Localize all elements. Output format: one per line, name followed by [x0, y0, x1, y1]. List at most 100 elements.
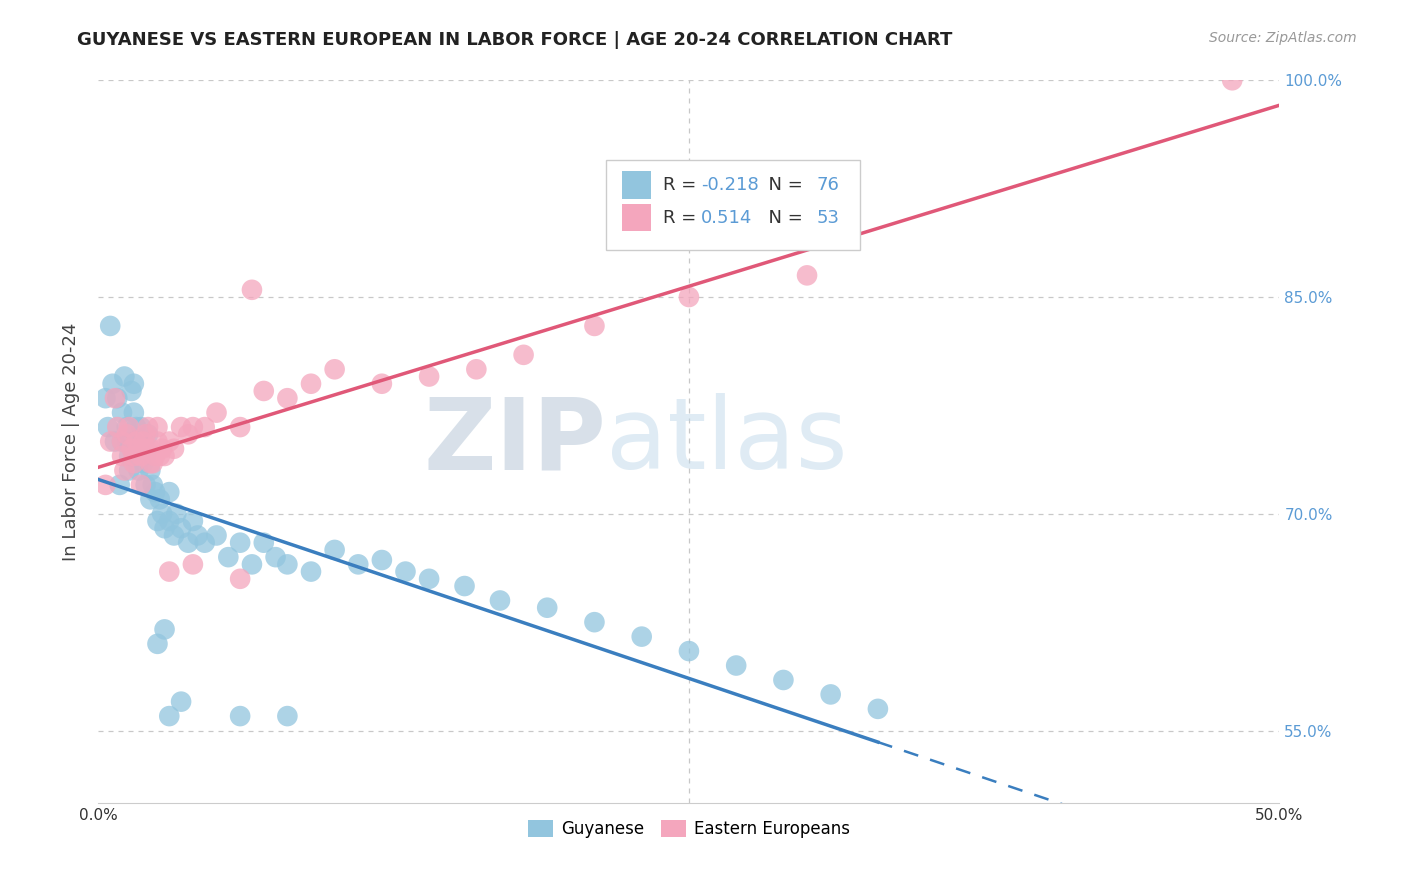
Point: [536, 600, 558, 615]
Point: [136, 420, 159, 434]
Point: [129, 449, 152, 463]
Point: [108, 478, 131, 492]
Point: [157, 565, 180, 579]
Point: [205, 406, 228, 420]
Point: [371, 553, 394, 567]
Point: [181, 817, 204, 831]
Point: [115, 420, 138, 434]
Point: [170, 695, 193, 709]
Point: [489, 593, 512, 607]
Point: [112, 463, 135, 477]
Point: [678, 290, 700, 304]
Point: [253, 535, 276, 549]
Point: [163, 528, 186, 542]
Text: GUYANESE VS EASTERN EUROPEAN IN LABOR FORCE | AGE 20-24 CORRELATION CHART: GUYANESE VS EASTERN EUROPEAN IN LABOR FO…: [77, 31, 953, 49]
Point: [122, 449, 145, 463]
Point: [153, 623, 176, 637]
Point: [165, 507, 187, 521]
Point: [129, 442, 152, 456]
Point: [132, 456, 155, 470]
Point: [121, 384, 143, 398]
Text: N =: N =: [758, 209, 808, 227]
Point: [118, 449, 141, 463]
Point: [181, 514, 204, 528]
Point: [118, 420, 141, 434]
Point: [205, 817, 228, 831]
Point: [150, 507, 173, 521]
Text: -0.218: -0.218: [700, 176, 758, 194]
Point: [150, 442, 173, 456]
Point: [418, 369, 440, 384]
Point: [104, 391, 127, 405]
Point: [135, 427, 157, 442]
Point: [229, 709, 252, 723]
Point: [229, 572, 252, 586]
Point: [143, 449, 166, 463]
Point: [240, 558, 263, 572]
Text: ZIP: ZIP: [423, 393, 606, 490]
Point: [139, 442, 162, 456]
Point: [142, 478, 165, 492]
Text: R =: R =: [664, 209, 702, 227]
Y-axis label: In Labor Force | Age 20-24: In Labor Force | Age 20-24: [62, 322, 80, 561]
Point: [125, 420, 148, 434]
Point: [97, 420, 120, 434]
Point: [194, 420, 217, 434]
FancyBboxPatch shape: [621, 204, 651, 231]
Point: [136, 427, 159, 442]
Point: [149, 449, 172, 463]
Point: [101, 376, 124, 391]
Text: N =: N =: [758, 176, 808, 194]
Point: [132, 434, 155, 449]
Point: [122, 456, 145, 470]
Point: [122, 406, 145, 420]
Point: [115, 427, 138, 442]
Point: [121, 442, 143, 456]
Point: [796, 268, 818, 283]
Point: [323, 362, 346, 376]
Point: [146, 637, 169, 651]
Point: [772, 673, 794, 687]
Point: [347, 558, 370, 572]
Text: atlas: atlas: [606, 393, 848, 490]
Point: [157, 709, 180, 723]
Point: [129, 478, 152, 492]
Point: [135, 449, 157, 463]
Point: [132, 434, 155, 449]
Point: [157, 485, 180, 500]
Point: [276, 558, 298, 572]
Point: [112, 369, 135, 384]
Text: Source: ZipAtlas.com: Source: ZipAtlas.com: [1209, 31, 1357, 45]
Point: [122, 376, 145, 391]
Point: [299, 376, 322, 391]
Point: [128, 463, 150, 477]
Point: [135, 442, 157, 456]
Point: [163, 442, 186, 456]
Point: [115, 434, 138, 449]
Point: [157, 434, 180, 449]
Point: [105, 420, 128, 434]
Point: [98, 318, 121, 333]
Legend: Guyanese, Eastern Europeans: Guyanese, Eastern Europeans: [522, 814, 856, 845]
Point: [453, 579, 475, 593]
Point: [465, 362, 488, 376]
Point: [129, 420, 152, 434]
Point: [371, 376, 394, 391]
FancyBboxPatch shape: [621, 171, 651, 199]
Point: [276, 391, 298, 405]
Point: [240, 283, 263, 297]
Point: [205, 528, 228, 542]
Point: [149, 492, 172, 507]
Point: [418, 572, 440, 586]
Point: [394, 565, 416, 579]
Point: [111, 406, 134, 420]
Point: [820, 688, 842, 702]
Point: [139, 492, 162, 507]
Point: [125, 434, 148, 449]
Point: [142, 456, 165, 470]
Point: [253, 384, 276, 398]
Point: [139, 463, 162, 477]
Point: [177, 535, 200, 549]
Point: [153, 449, 176, 463]
Point: [229, 420, 252, 434]
